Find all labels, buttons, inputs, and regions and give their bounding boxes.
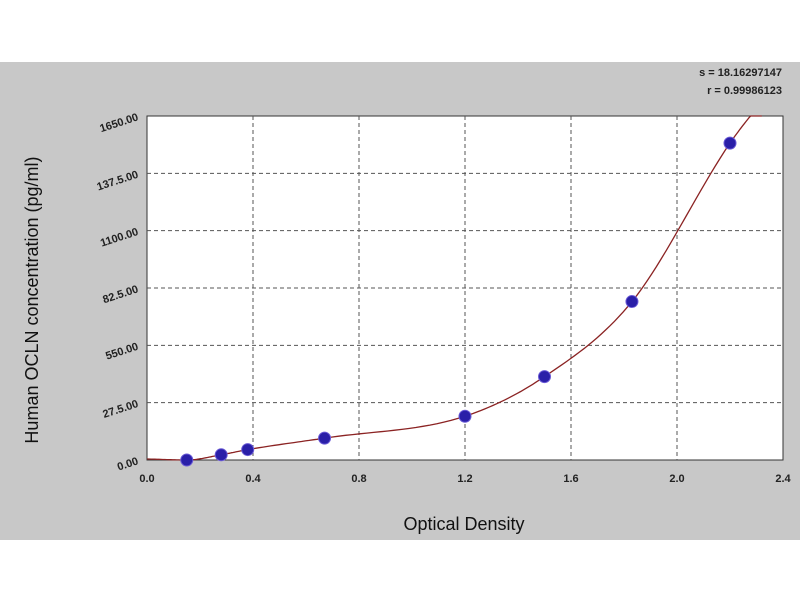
x-tick-label: 2.0 (669, 473, 684, 485)
data-point (538, 370, 551, 384)
y-tick-label: 1100.00 (99, 226, 140, 250)
y-tick-label: 27.5.00 (101, 398, 140, 421)
y-tick-label: 1650.00 (98, 111, 140, 135)
grid-layer (147, 116, 783, 460)
x-axis-title: Optical Density (403, 514, 524, 534)
y-tick-label: 0.00 (116, 455, 140, 473)
data-point (458, 409, 472, 423)
chart-panel: s = 18.16297147 r = 0.99986123 0.0 0.4 0.8… (0, 62, 800, 540)
data-point (241, 443, 255, 457)
x-tick-label: 0.0 (139, 473, 154, 485)
x-tick-label: 1.6 (563, 473, 578, 485)
data-point (180, 453, 194, 467)
data-point (723, 136, 737, 150)
x-tick-label: 1.2 (457, 473, 472, 485)
data-point (214, 448, 228, 462)
fit-curve (147, 115, 762, 461)
y-axis-title: Human OCLN concentration (pg/ml) (22, 156, 42, 443)
x-tick-label: 2.4 (775, 473, 791, 485)
chart-svg: s = 18.16297147 r = 0.99986123 0.0 0.4 0.8… (22, 67, 792, 534)
x-tick-label: 0.8 (351, 473, 366, 485)
x-tick-labels: 0.0 0.4 0.8 1.2 1.6 2.0 2.4 (139, 473, 791, 485)
x-tick-label: 0.4 (245, 473, 261, 485)
stat-r: r = 0.99986123 (707, 85, 782, 97)
y-tick-label: 550.00 (104, 341, 140, 363)
y-tick-label: 137.5.00 (95, 169, 139, 194)
y-tick-label: 82.5.00 (101, 283, 140, 306)
y-tick-labels: 0.00 27.5.00 550.00 82.5.00 1100.00 137.5.00 1… (95, 111, 139, 473)
data-points (180, 136, 737, 467)
data-point (318, 431, 332, 445)
stat-s: s = 18.16297147 (699, 67, 782, 79)
data-point (625, 295, 639, 309)
